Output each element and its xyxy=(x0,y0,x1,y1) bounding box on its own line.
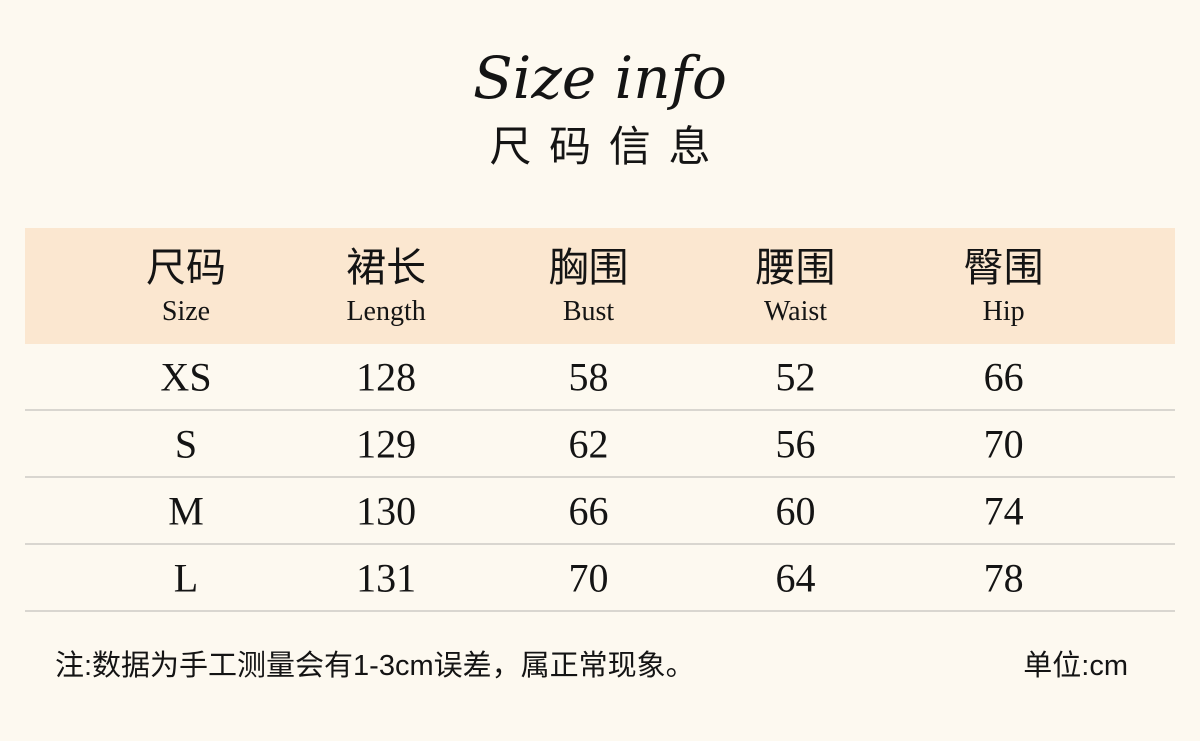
column-header-en: Length xyxy=(346,296,426,327)
page-title-english: Size info xyxy=(473,44,727,112)
measurement-cell: 131 xyxy=(356,555,417,600)
measurement-note: 注:数据为手工测量会有1-3cm误差，属正常现象。 xyxy=(55,650,695,682)
page-title-chinese: 尺码信息 xyxy=(489,123,729,170)
table-row: M 130 66 60 74 xyxy=(25,478,1175,545)
measurement-cell: 78 xyxy=(983,555,1024,600)
measurement-cell: 70 xyxy=(568,555,609,600)
measurement-cell: 58 xyxy=(568,354,609,399)
column-header-waist: 腰围 Waist xyxy=(756,242,836,330)
footer: 注:数据为手工测量会有1-3cm误差，属正常现象。 单位:cm xyxy=(0,646,1200,686)
table-row: S 129 62 56 70 xyxy=(25,411,1175,478)
column-header-en: Hip xyxy=(982,296,1025,327)
table-header: 尺码 Size 裙长 Length 胸围 Bust 腰围 Waist 臀围 Hip xyxy=(25,228,1175,344)
column-header-en: Size xyxy=(161,296,211,327)
column-header-size: 尺码 Size xyxy=(146,242,226,330)
measurement-cell: 130 xyxy=(356,488,417,533)
measurement-cell: 64 xyxy=(775,555,816,600)
measurement-cell: 66 xyxy=(568,488,609,533)
column-header-en: Waist xyxy=(763,296,828,327)
unit-label: 单位:cm xyxy=(1023,650,1128,682)
measurement-cell: 128 xyxy=(356,354,417,399)
size-cell: M xyxy=(168,488,204,533)
measurement-cell: 70 xyxy=(983,421,1024,466)
measurement-cell: 56 xyxy=(775,421,816,466)
column-header-bust: 胸围 Bust xyxy=(549,242,629,330)
size-cell: XS xyxy=(160,354,212,399)
column-header-hip: 臀围 Hip xyxy=(964,242,1044,330)
table-row: XS 128 58 52 66 xyxy=(25,344,1175,411)
measurement-cell: 60 xyxy=(775,488,816,533)
measurement-cell: 62 xyxy=(568,421,609,466)
size-cell: S xyxy=(174,421,198,466)
column-header-en: Bust xyxy=(562,296,615,327)
measurement-cell: 129 xyxy=(356,421,417,466)
column-header-zh: 臀围 xyxy=(963,246,1044,290)
column-header-zh: 腰围 xyxy=(755,246,836,290)
measurement-cell: 52 xyxy=(775,354,816,399)
table-body: XS 128 58 52 66 S 129 62 56 70 M 130 66 60 74 L 131 70 64 7… xyxy=(25,344,1175,612)
size-cell: L xyxy=(173,555,199,600)
column-header-zh: 裙长 xyxy=(346,246,427,290)
column-header-zh: 尺码 xyxy=(146,246,226,290)
measurement-cell: 66 xyxy=(983,354,1024,399)
column-header-length: 裙长 Length xyxy=(346,242,426,330)
column-header-zh: 胸围 xyxy=(548,246,629,290)
measurement-cell: 74 xyxy=(983,488,1024,533)
table-row: L 131 70 64 78 xyxy=(25,545,1175,612)
